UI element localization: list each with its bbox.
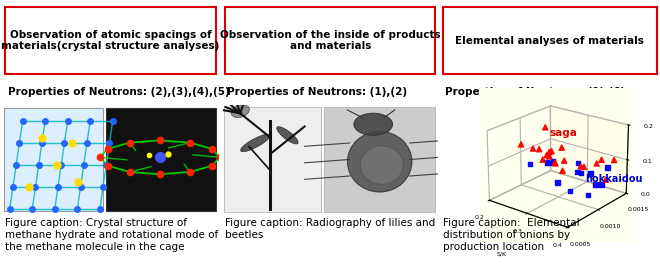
- FancyBboxPatch shape: [225, 7, 436, 74]
- Ellipse shape: [277, 126, 298, 144]
- FancyBboxPatch shape: [443, 7, 657, 74]
- X-axis label: S/K: S/K: [497, 251, 507, 256]
- Text: Properties of Neutrons: (2),(3),(4),(5): Properties of Neutrons: (2),(3),(4),(5): [8, 87, 229, 97]
- Bar: [224, 107, 321, 212]
- Ellipse shape: [231, 105, 249, 117]
- Text: Elemental analyses of materials: Elemental analyses of materials: [455, 35, 644, 46]
- Ellipse shape: [347, 131, 412, 192]
- Text: Figure caption: Crystal structure of
methane hydrate and rotational mode of
the : Figure caption: Crystal structure of met…: [5, 218, 218, 252]
- Ellipse shape: [354, 113, 393, 135]
- Bar: [106, 108, 216, 211]
- Text: Observation of atomic spacings of
materials(crystal structure analyses): Observation of atomic spacings of materi…: [1, 30, 220, 51]
- Bar: [5, 108, 103, 211]
- Text: Figure caption:  Elemental
distribution of onions by
production location: Figure caption: Elemental distribution o…: [443, 218, 579, 252]
- Bar: [324, 107, 436, 212]
- Ellipse shape: [360, 146, 403, 184]
- Text: Properties of Neutrons: (1),(6): Properties of Neutrons: (1),(6): [446, 87, 626, 97]
- Ellipse shape: [241, 134, 270, 152]
- Text: Figure caption: Radiography of lilies and
beetles: Figure caption: Radiography of lilies an…: [225, 218, 436, 240]
- FancyBboxPatch shape: [5, 7, 216, 74]
- Text: Properties of Neutrons: (1),(2): Properties of Neutrons: (1),(2): [227, 87, 407, 97]
- Text: Observation of the inside of products
and materials: Observation of the inside of products an…: [220, 30, 441, 51]
